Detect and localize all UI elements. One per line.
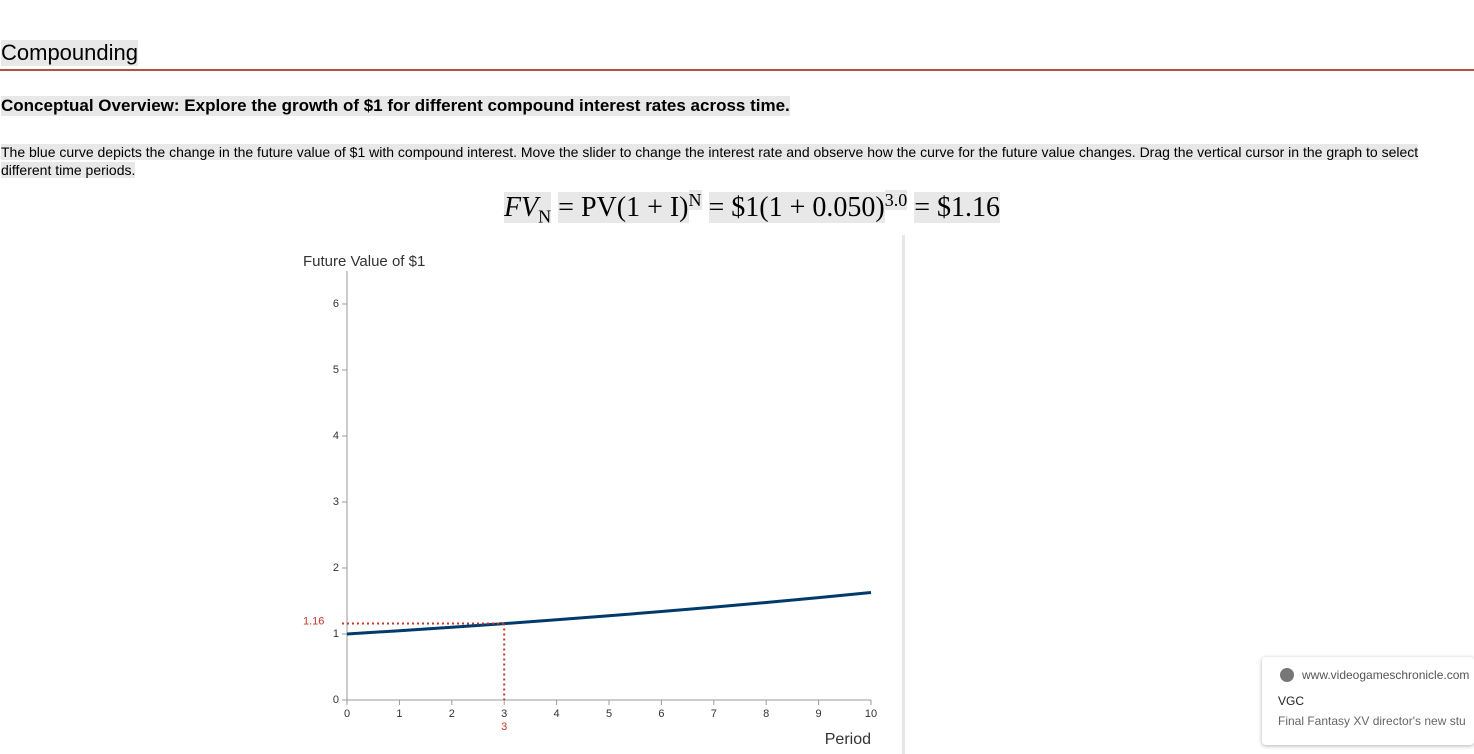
y-tick-label: 6 <box>333 298 339 310</box>
overview: Conceptual Overview: Explore the growth … <box>1 96 790 116</box>
x-tick-label: 9 <box>816 708 822 720</box>
cursor-x-label: 3 <box>501 721 507 733</box>
y-tick-label: 2 <box>333 562 339 574</box>
page-title: Compounding <box>1 40 138 66</box>
formula-applied: = $1(1 + 0.050) <box>708 192 885 224</box>
notification[interactable]: www.videogameschronicle.com VGC Final Fa… <box>1262 657 1474 745</box>
formula-lhs-sub: N <box>538 206 552 227</box>
y-tick-label: 1 <box>333 628 339 640</box>
divider <box>902 235 905 754</box>
site-icon <box>1280 668 1294 682</box>
formula-general-exp: N <box>688 190 702 210</box>
y-tick-label: 5 <box>333 364 339 376</box>
cursor-value-label: 1.16 <box>303 615 324 627</box>
description-text: The blue curve depicts the change in the… <box>1 144 1419 178</box>
formula-result: = $1.16 <box>914 192 1001 224</box>
x-tick-label: 4 <box>554 708 560 720</box>
formula-applied-exp: 3.0 <box>884 190 908 210</box>
chart: Future Value of $1 Period 0 1 2 3 4 5 6 0 1 2 3 4 5 6… <box>303 235 905 754</box>
x-tick-label: 1 <box>396 708 402 720</box>
x-tick-label: 3 <box>501 708 507 720</box>
formula-lhs: FV <box>503 192 539 224</box>
x-tick-label: 8 <box>763 708 769 720</box>
y-axis-label: Future Value of $1 <box>303 253 425 270</box>
description: The blue curve depicts the change in the… <box>1 143 1461 179</box>
x-tick-label: 5 <box>606 708 612 720</box>
x-axis-label: Period <box>825 731 871 748</box>
x-tick-label: 6 <box>658 708 664 720</box>
x-tick-label: 0 <box>344 708 350 720</box>
y-tick-label: 4 <box>333 430 339 442</box>
notification-site: www.videogameschronicle.com <box>1302 668 1470 682</box>
notification-source: VGC <box>1278 694 1305 708</box>
y-tick-label: 3 <box>333 496 339 508</box>
title-rule <box>0 69 1474 71</box>
notification-headline: Final Fantasy XV director's new stu <box>1278 714 1466 728</box>
formula: FVN = PV(1 + I)N = $1(1 + 0.050)3.0 = $1… <box>0 190 1474 228</box>
formula-general: = PV(1 + I) <box>558 192 689 224</box>
y-tick-label: 0 <box>333 694 339 706</box>
line <box>346 591 872 636</box>
x-tick-label: 10 <box>865 708 877 720</box>
x-tick-label: 2 <box>449 708 455 720</box>
x-tick-label: 7 <box>711 708 717 720</box>
